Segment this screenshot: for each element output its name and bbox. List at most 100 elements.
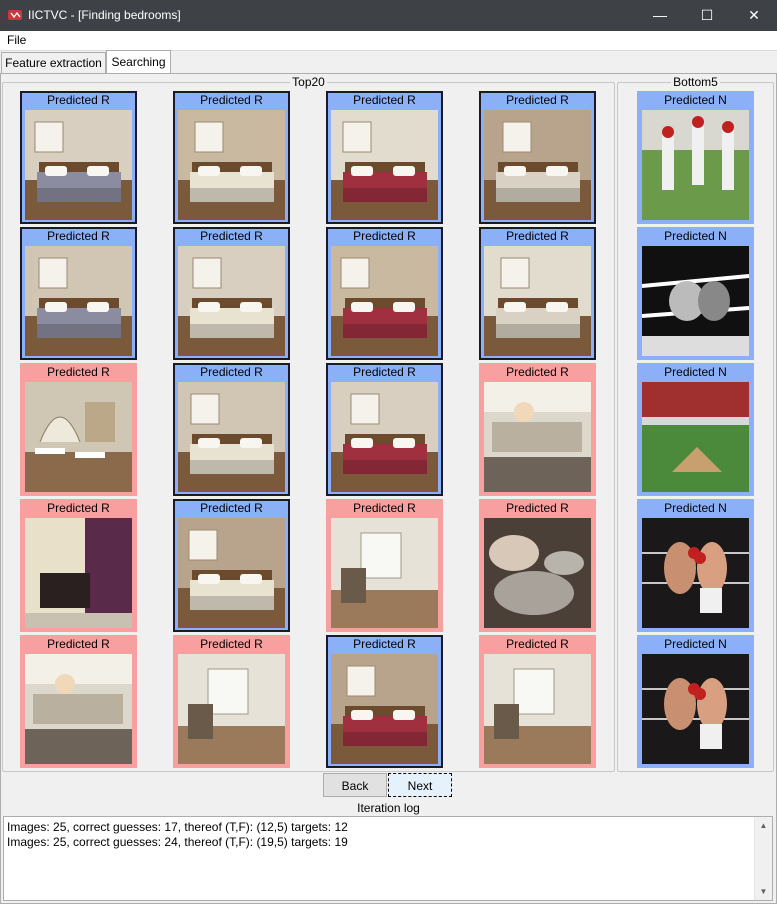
app-icon (8, 10, 22, 20)
prediction-label: Predicted R (47, 501, 110, 515)
thumbnail-image (25, 654, 132, 764)
window-title: IICTVC - [Finding bedrooms] (28, 8, 181, 22)
prediction-label: Predicted R (353, 637, 416, 651)
top20-image-card[interactable]: Predicted R (173, 91, 290, 224)
thumbnail (642, 110, 749, 220)
top20-image-card[interactable]: Predicted R (173, 635, 290, 768)
top20-image-card[interactable]: Predicted R (20, 91, 137, 224)
prediction-label: Predicted R (506, 501, 569, 515)
top20-image-card[interactable]: Predicted R (20, 227, 137, 360)
tab-searching[interactable]: Searching (106, 50, 171, 74)
bottom5-group: Bottom5 (617, 75, 774, 772)
top20-title: Top20 (290, 75, 327, 89)
thumbnail-image (178, 246, 285, 356)
thumbnail-image (642, 518, 749, 628)
thumbnail (484, 518, 591, 628)
thumbnail (484, 246, 591, 356)
top20-image-card[interactable]: Predicted R (326, 91, 443, 224)
scroll-down-icon[interactable]: ▼ (759, 887, 768, 896)
next-button[interactable]: Next (388, 773, 452, 797)
thumbnail (642, 518, 749, 628)
bottom5-image-card[interactable]: Predicted N (637, 227, 754, 360)
prediction-label: Predicted R (506, 229, 569, 243)
thumbnail (178, 654, 285, 764)
prediction-label: Predicted R (506, 93, 569, 107)
prediction-label: Predicted R (353, 365, 416, 379)
bottom5-image-card[interactable]: Predicted N (637, 635, 754, 768)
thumbnail (178, 382, 285, 492)
thumbnail (25, 110, 132, 220)
top20-image-card[interactable]: Predicted R (479, 635, 596, 768)
back-button[interactable]: Back (323, 773, 387, 797)
top20-image-card[interactable]: Predicted R (326, 635, 443, 768)
top20-image-card[interactable]: Predicted R (20, 635, 137, 768)
prediction-label: Predicted N (664, 501, 727, 515)
thumbnail (642, 246, 749, 356)
top20-group: Top20 (2, 75, 615, 772)
thumbnail (25, 518, 132, 628)
prediction-label: Predicted R (200, 229, 263, 243)
thumbnail-image (178, 110, 285, 220)
thumbnail-image (331, 654, 438, 764)
top20-image-card[interactable]: Predicted R (479, 91, 596, 224)
thumbnail (331, 654, 438, 764)
iteration-log-title: Iteration log (357, 801, 420, 815)
thumbnail (178, 246, 285, 356)
scroll-up-icon[interactable]: ▲ (759, 821, 768, 830)
maximize-button[interactable]: ☐ (700, 7, 714, 23)
thumbnail-image (25, 382, 132, 492)
close-button[interactable]: ✕ (748, 7, 760, 23)
thumbnail-image (25, 246, 132, 356)
thumbnail (484, 110, 591, 220)
thumbnail-image (331, 518, 438, 628)
thumbnail (178, 518, 285, 628)
thumbnail (25, 654, 132, 764)
thumbnail (331, 246, 438, 356)
thumbnail-image (25, 518, 132, 628)
prediction-label: Predicted N (664, 229, 727, 243)
menu-file[interactable]: File (7, 33, 27, 47)
title-bar: IICTVC - [Finding bedrooms] (0, 0, 777, 31)
top20-image-card[interactable]: Predicted R (326, 227, 443, 360)
thumbnail-image (331, 110, 438, 220)
thumbnail-image (331, 382, 438, 492)
bottom5-image-card[interactable]: Predicted N (637, 91, 754, 224)
thumbnail-image (178, 382, 285, 492)
prediction-label: Predicted R (200, 93, 263, 107)
top20-image-card[interactable]: Predicted R (326, 363, 443, 496)
thumbnail (25, 246, 132, 356)
thumbnail-image (642, 246, 749, 356)
tab-strip: Feature extraction Searching (0, 50, 777, 74)
tab-feature-extraction[interactable]: Feature extraction (1, 52, 106, 73)
thumbnail-image (642, 110, 749, 220)
prediction-label: Predicted R (47, 365, 110, 379)
thumbnail-image (642, 654, 749, 764)
bottom5-image-card[interactable]: Predicted N (637, 499, 754, 632)
top20-image-card[interactable]: Predicted R (326, 499, 443, 632)
top20-image-card[interactable]: Predicted R (479, 499, 596, 632)
top20-image-card[interactable]: Predicted R (173, 227, 290, 360)
thumbnail (331, 518, 438, 628)
top20-image-card[interactable]: Predicted R (173, 499, 290, 632)
prediction-label: Predicted N (664, 637, 727, 651)
top20-image-card[interactable]: Predicted R (20, 499, 137, 632)
prediction-label: Predicted R (506, 637, 569, 651)
prediction-label: Predicted R (353, 501, 416, 515)
top20-image-card[interactable]: Predicted R (173, 363, 290, 496)
thumbnail-image (178, 518, 285, 628)
thumbnail (484, 654, 591, 764)
thumbnail (642, 654, 749, 764)
thumbnail (331, 382, 438, 492)
bottom5-image-card[interactable]: Predicted N (637, 363, 754, 496)
log-line: Images: 25, correct guesses: 24, thereof… (7, 835, 348, 849)
thumbnail-image (484, 654, 591, 764)
log-scrollbar[interactable]: ▲ ▼ (754, 817, 772, 900)
top20-image-card[interactable]: Predicted R (479, 227, 596, 360)
minimize-window-button[interactable]: — (653, 7, 667, 23)
prediction-label: Predicted R (200, 501, 263, 515)
thumbnail (178, 110, 285, 220)
prediction-label: Predicted R (353, 93, 416, 107)
iteration-log[interactable]: Images: 25, correct guesses: 17, thereof… (3, 816, 773, 901)
top20-image-card[interactable]: Predicted R (479, 363, 596, 496)
top20-image-card[interactable]: Predicted R (20, 363, 137, 496)
